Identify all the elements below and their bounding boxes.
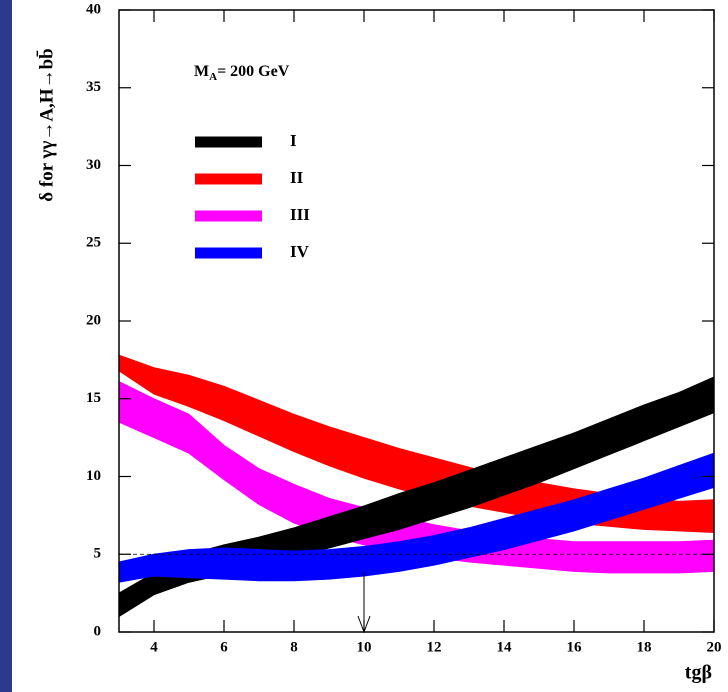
x-tick-label: 6 [220, 639, 228, 655]
y-tick-label: 10 [86, 468, 101, 484]
legend-label: II [290, 168, 304, 187]
y-tick-label: 0 [94, 623, 102, 639]
y-tick-label: 5 [94, 546, 102, 562]
x-axis-label: tgβ [685, 662, 712, 684]
y-axis-label: δ for γγ→A,H→bb̄ [36, 48, 58, 201]
y-tick-label: 40 [86, 1, 101, 17]
x-tick-label: 12 [427, 639, 442, 655]
legend-label: I [290, 131, 297, 150]
legend-label: III [290, 205, 310, 224]
x-tick-label: 8 [290, 639, 298, 655]
annotation-main: M [194, 63, 209, 80]
y-tick-label: 20 [86, 312, 101, 328]
plot-area [118, 354, 715, 618]
x-tick-label: 20 [707, 639, 722, 655]
y-tick-label: 30 [86, 157, 101, 173]
y-tick-label: 25 [86, 235, 101, 251]
x-tick-label: 16 [567, 639, 583, 655]
legend-label: IV [290, 242, 310, 261]
y-tick-label: 15 [86, 390, 101, 406]
x-tick-label: 14 [497, 639, 513, 655]
y-tick-label: 35 [86, 79, 101, 95]
annotation-rest: = 200 GeV [217, 63, 290, 80]
side-strip [0, 0, 12, 692]
x-tick-label: 4 [150, 639, 158, 655]
annotation: MA= 200 GeV [194, 63, 290, 83]
x-tick-label: 18 [637, 639, 652, 655]
annotation-sub: A [209, 71, 217, 83]
x-tick-label: 10 [357, 639, 372, 655]
